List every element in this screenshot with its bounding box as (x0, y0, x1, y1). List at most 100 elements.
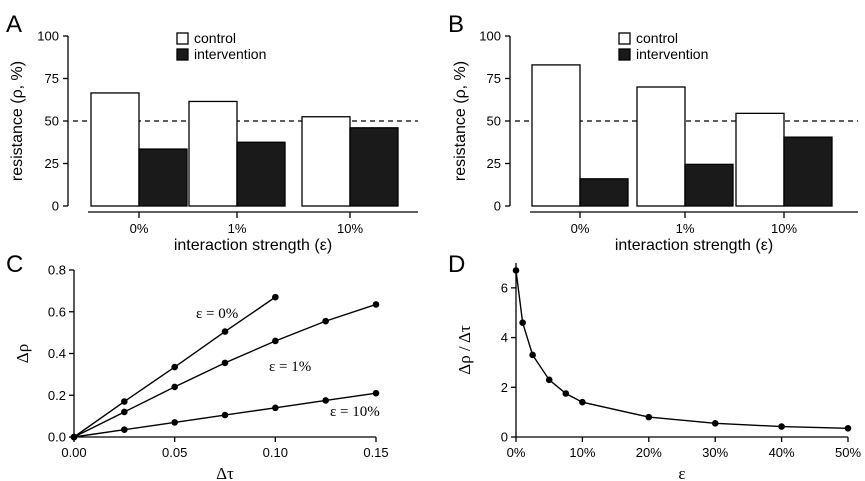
series-label-0: ε = 0% (196, 306, 238, 322)
bar-control-0% (531, 64, 581, 207)
x-tick-label: 0% (571, 221, 590, 236)
y-tick-label: 0.4 (48, 346, 66, 361)
y-tick-label: 75 (45, 71, 59, 86)
data-point (529, 351, 536, 359)
y-tick-label: 25 (487, 156, 501, 171)
series-label-2: ε = 10% (330, 404, 380, 420)
data-point (372, 301, 380, 308)
x-tick-label: 10% (569, 445, 595, 460)
legend-label-control: control (194, 30, 236, 46)
y-tick-label: 0 (501, 430, 508, 445)
data-point (221, 359, 229, 367)
data-point (778, 423, 785, 430)
series-label-1: ε = 1% (269, 359, 311, 375)
bar-intervention-0% (579, 178, 629, 207)
panel-letter-c: C (6, 251, 23, 278)
x-tick-label: 1% (228, 221, 247, 236)
x-axis-label: interaction strength (ε) (615, 237, 773, 254)
data-point (121, 426, 128, 433)
data-point (121, 408, 128, 416)
data-point (372, 389, 380, 397)
y-axis-label: Δρ (13, 344, 32, 363)
legend-swatch-intervention (176, 48, 189, 61)
y-tick-label: 0.6 (48, 304, 66, 319)
x-tick-label: 0.00 (61, 445, 86, 460)
x-axis-label: ε (678, 464, 685, 481)
y-tick-label: 4 (501, 330, 508, 345)
legend-swatch-control (618, 32, 631, 45)
y-tick-label: 0.0 (48, 430, 66, 445)
data-point (545, 376, 553, 384)
bar-control-0% (90, 92, 140, 207)
bar-control-10% (301, 116, 351, 207)
y-tick-label: 25 (45, 156, 59, 171)
y-tick-label: 2 (501, 380, 508, 395)
x-tick-label: 20% (636, 445, 662, 460)
data-point (171, 363, 178, 371)
data-point (645, 413, 653, 421)
y-tick-label: 50 (487, 114, 501, 129)
y-axis-label: resistance (ρ, %) (452, 61, 469, 181)
data-point (579, 398, 586, 406)
y-tick-label: 100 (479, 29, 501, 44)
y-tick-label: 6 (501, 280, 508, 295)
data-point (171, 383, 178, 391)
data-point (171, 419, 178, 426)
x-tick-label: 0.15 (363, 445, 388, 460)
data-point (519, 319, 526, 326)
line-chart-c: 0.0 0.2 0.4 0.6 0.8 0.00 0.05 0.10 0.15 ε = 0% ε =… (13, 263, 389, 481)
bar-intervention-10% (349, 127, 399, 207)
data-point (272, 337, 279, 345)
x-tick-label: 10% (771, 221, 797, 236)
legend-label-intervention: intervention (636, 46, 708, 62)
data-point (562, 390, 570, 397)
bar-control-1% (636, 86, 686, 207)
bar-control-10% (735, 112, 785, 207)
bar-chart-a: 0 25 50 75 100 0% 1% 10% interaction strength (ε… (9, 29, 418, 254)
y-axis-label: Δρ / Δτ (455, 325, 474, 375)
data-point (512, 267, 520, 274)
x-tick-label: 0.05 (162, 445, 187, 460)
panel-letter-b: B (448, 11, 464, 38)
x-tick-label: 10% (337, 221, 363, 236)
data-point (711, 420, 719, 427)
x-axis-label: interaction strength (ε) (174, 237, 332, 254)
data-point (272, 293, 279, 301)
legend-label-intervention: intervention (194, 46, 266, 62)
y-tick-label: 100 (37, 29, 59, 44)
x-axis-label: Δτ (216, 464, 234, 481)
panel-letter-a: A (6, 11, 22, 38)
data-point (322, 317, 329, 325)
x-tick-label: 0.10 (263, 445, 288, 460)
data-point (221, 328, 229, 335)
data-point (272, 404, 279, 412)
x-tick-label: 0% (507, 445, 526, 460)
panel-letter-d: D (448, 251, 465, 278)
data-point (121, 398, 128, 405)
data-point (221, 411, 229, 419)
data-point (70, 433, 78, 441)
y-tick-label: 75 (487, 71, 501, 86)
line-chart-d: 0 2 4 6 0% 10% 20% 30% 40% 50% ε Δρ / Δτ (455, 263, 861, 481)
x-tick-label: 30% (702, 445, 728, 460)
x-tick-label: 0% (130, 221, 149, 236)
bar-intervention-1% (236, 141, 286, 207)
bar-intervention-1% (684, 163, 734, 207)
x-tick-label: 1% (676, 221, 695, 236)
bar-control-1% (188, 100, 238, 207)
y-axis-label: resistance (ρ, %) (9, 61, 26, 181)
x-tick-label: 40% (769, 445, 795, 460)
y-tick-label: 0.2 (48, 388, 66, 403)
bar-intervention-0% (138, 148, 188, 207)
data-point (844, 425, 852, 432)
legend-swatch-control (176, 32, 189, 45)
bar-intervention-10% (783, 136, 833, 207)
series-line-0 (515, 270, 849, 429)
x-tick-label: 50% (835, 445, 861, 460)
legend-swatch-intervention (618, 48, 631, 61)
y-tick-label: 50 (45, 114, 59, 129)
legend-label-control: control (636, 30, 678, 46)
data-point (322, 397, 329, 404)
y-tick-label: 0.8 (48, 263, 66, 278)
